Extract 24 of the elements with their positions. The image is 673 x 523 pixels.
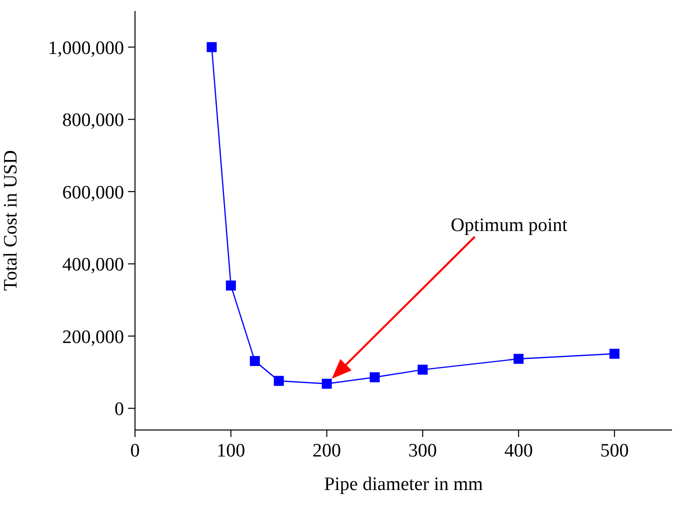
point bbox=[226, 280, 236, 291]
x-tick-label: 100 bbox=[216, 440, 246, 462]
point bbox=[609, 348, 620, 359]
point bbox=[370, 372, 380, 382]
y-tick-label: 600,000 bbox=[62, 182, 124, 204]
annotation: Optimum point bbox=[450, 214, 568, 236]
point bbox=[418, 364, 428, 375]
y-tick-label: 200,000 bbox=[62, 326, 124, 348]
x-tick-label: 300 bbox=[408, 440, 437, 462]
point bbox=[322, 378, 332, 389]
y-tick-label: 1,000,000 bbox=[48, 38, 124, 59]
y-tick-label: 800,000 bbox=[62, 110, 124, 132]
point bbox=[514, 354, 524, 364]
x-tick-label: 200 bbox=[312, 440, 342, 462]
point bbox=[250, 356, 260, 366]
y-tick-label: 400,000 bbox=[62, 254, 124, 276]
point bbox=[274, 376, 284, 386]
x-axis-title: Pipe diameter in mm bbox=[324, 474, 484, 495]
y-tick-label: 0 bbox=[114, 399, 124, 420]
x-tick-label: 0 bbox=[130, 440, 140, 462]
y-axis-title: Total Cost in USD bbox=[0, 150, 22, 291]
x-tick-label: 500 bbox=[600, 440, 629, 462]
x-tick-label: 400 bbox=[504, 440, 533, 462]
point bbox=[206, 42, 217, 52]
